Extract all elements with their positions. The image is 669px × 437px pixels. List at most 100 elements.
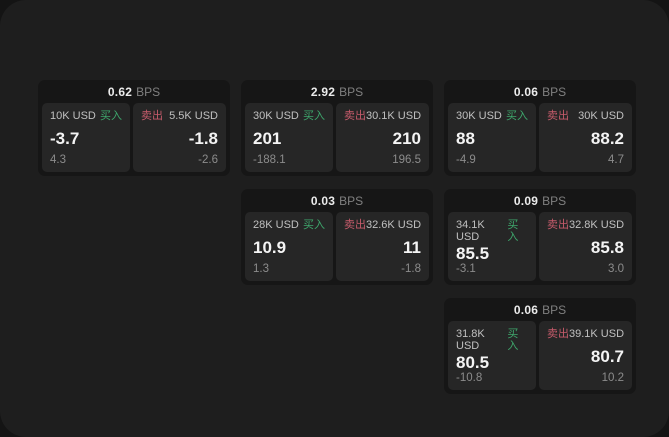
buy-side-label: 买入	[302, 110, 325, 122]
sell-price: 80.7	[590, 346, 624, 366]
sell-amount: 30K USD	[578, 110, 624, 122]
quote-card: 2.92 BPS 30K USD 买入 201 -188.1 卖出 30.1K …	[241, 80, 433, 176]
sell-side-label: 卖出	[546, 110, 569, 122]
buy-delta: 1.3	[253, 263, 269, 275]
buy-panel[interactable]: 31.8K USD 买入 80.5 -10.8	[448, 321, 536, 390]
sell-price: 88.2	[590, 128, 624, 148]
quote-card: 0.09 BPS 34.1K USD 买入 85.5 -3.1 卖出 32.8K…	[444, 189, 636, 285]
sell-panel[interactable]: 卖出 30K USD 88.2 4.7	[538, 103, 632, 172]
sell-side-label: 卖出	[343, 219, 366, 231]
card-header: 2.92 BPS	[245, 80, 429, 103]
bps-unit-label: BPS	[339, 84, 364, 99]
bps-value: 2.92	[310, 84, 336, 99]
buy-panel[interactable]: 28K USD 买入 10.9 1.3	[245, 212, 333, 281]
buy-amount: 28K USD	[253, 219, 299, 231]
buy-panel[interactable]: 34.1K USD 买入 85.5 -3.1	[448, 212, 536, 281]
sell-side-label: 卖出	[546, 328, 569, 340]
sell-delta: 4.7	[608, 154, 624, 166]
buy-price: 10.9	[253, 237, 287, 257]
buy-amount: 10K USD	[50, 110, 96, 122]
sell-panel-top: 卖出 5.5K USD	[141, 110, 218, 122]
card-header: 0.06 BPS	[448, 298, 632, 321]
sell-price: 11	[403, 237, 421, 257]
card-header: 0.09 BPS	[448, 189, 632, 212]
quote-panels: 34.1K USD 买入 85.5 -3.1 卖出 32.8K USD 85.8…	[448, 212, 632, 281]
buy-amount: 34.1K USD	[456, 219, 485, 243]
bps-value: 0.62	[107, 84, 133, 99]
buy-side-label: 买入	[507, 328, 519, 352]
quote-card: 0.03 BPS 28K USD 买入 10.9 1.3 卖出 32.6K US…	[241, 189, 433, 285]
card-header: 0.06 BPS	[448, 80, 632, 103]
sell-delta: 3.0	[608, 263, 624, 275]
bps-unit-label: BPS	[542, 193, 567, 208]
sell-panel-top: 卖出 32.8K USD	[547, 219, 624, 231]
quote-panels: 28K USD 买入 10.9 1.3 卖出 32.6K USD 11 -1.8	[245, 212, 429, 281]
sell-price: -1.8	[188, 128, 218, 148]
sell-panel[interactable]: 卖出 32.8K USD 85.8 3.0	[538, 212, 632, 281]
sell-amount: 32.6K USD	[365, 219, 422, 231]
buy-panel[interactable]: 30K USD 买入 201 -188.1	[245, 103, 333, 172]
buy-price: -3.7	[50, 128, 80, 148]
buy-panel-top: 31.8K USD 买入	[456, 328, 528, 352]
card-header: 0.62 BPS	[42, 80, 226, 103]
buy-delta: -10.8	[456, 372, 483, 384]
sell-price: 85.8	[590, 237, 624, 257]
sell-panel-top: 卖出 32.6K USD	[344, 219, 421, 231]
bps-unit-label: BPS	[542, 84, 567, 99]
sell-side-label: 卖出	[343, 110, 366, 122]
quote-panels: 30K USD 买入 201 -188.1 卖出 30.1K USD 210 1…	[245, 103, 429, 172]
bps-value: 0.06	[513, 84, 539, 99]
sell-delta: -1.8	[401, 263, 421, 275]
buy-price: 80.5	[456, 352, 490, 372]
bps-unit-label: BPS	[339, 193, 364, 208]
quote-card: 0.06 BPS 31.8K USD 买入 80.5 -10.8 卖出 39.1…	[444, 298, 636, 394]
buy-price: 201	[253, 128, 282, 148]
buy-price: 88	[456, 128, 475, 148]
buy-side-label: 买入	[507, 219, 519, 243]
sell-panel-top: 卖出 30K USD	[547, 110, 624, 122]
sell-amount: 32.8K USD	[568, 219, 625, 231]
buy-delta: 4.3	[50, 154, 66, 166]
bps-unit-label: BPS	[542, 302, 567, 317]
sell-delta: 196.5	[392, 154, 421, 166]
quote-panels: 30K USD 买入 88 -4.9 卖出 30K USD 88.2 4.7	[448, 103, 632, 172]
card-header: 0.03 BPS	[245, 189, 429, 212]
sell-panel-top: 卖出 39.1K USD	[547, 328, 624, 340]
buy-side-label: 买入	[99, 110, 122, 122]
buy-amount: 30K USD	[253, 110, 299, 122]
sell-panel[interactable]: 卖出 32.6K USD 11 -1.8	[335, 212, 429, 281]
quote-panels: 31.8K USD 买入 80.5 -10.8 卖出 39.1K USD 80.…	[448, 321, 632, 390]
sell-delta: 10.2	[601, 372, 624, 384]
buy-side-label: 买入	[505, 110, 528, 122]
quote-card: 0.06 BPS 30K USD 买入 88 -4.9 卖出 30K USD 8…	[444, 80, 636, 176]
buy-panel-top: 34.1K USD 买入	[456, 219, 528, 243]
buy-panel[interactable]: 10K USD 买入 -3.7 4.3	[42, 103, 130, 172]
buy-delta: -3.1	[456, 263, 476, 275]
buy-amount: 31.8K USD	[456, 328, 485, 352]
buy-delta: -188.1	[253, 154, 286, 166]
cards-grid: 0.62 BPS 10K USD 买入 -3.7 4.3 卖出 5.5K USD…	[38, 80, 636, 394]
bps-value: 0.06	[513, 302, 539, 317]
bps-value: 0.03	[310, 193, 336, 208]
sell-amount: 5.5K USD	[169, 110, 218, 122]
buy-side-label: 买入	[302, 219, 325, 231]
sell-amount: 30.1K USD	[365, 110, 422, 122]
buy-amount: 30K USD	[456, 110, 502, 122]
sell-panel-top: 卖出 30.1K USD	[344, 110, 421, 122]
sell-panel[interactable]: 卖出 5.5K USD -1.8 -2.6	[132, 103, 226, 172]
buy-panel-top: 30K USD 买入	[253, 110, 325, 122]
buy-panel-top: 10K USD 买入	[50, 110, 122, 122]
sell-price: 210	[392, 128, 421, 148]
sell-panel[interactable]: 卖出 39.1K USD 80.7 10.2	[538, 321, 632, 390]
sell-side-label: 卖出	[140, 110, 163, 122]
buy-panel[interactable]: 30K USD 买入 88 -4.9	[448, 103, 536, 172]
quote-card: 0.62 BPS 10K USD 买入 -3.7 4.3 卖出 5.5K USD…	[38, 80, 230, 176]
sell-panel[interactable]: 卖出 30.1K USD 210 196.5	[335, 103, 429, 172]
buy-panel-top: 30K USD 买入	[456, 110, 528, 122]
sell-side-label: 卖出	[546, 219, 569, 231]
buy-panel-top: 28K USD 买入	[253, 219, 325, 231]
sell-delta: -2.6	[198, 154, 218, 166]
bps-value: 0.09	[513, 193, 539, 208]
quote-panels: 10K USD 买入 -3.7 4.3 卖出 5.5K USD -1.8 -2.…	[42, 103, 226, 172]
